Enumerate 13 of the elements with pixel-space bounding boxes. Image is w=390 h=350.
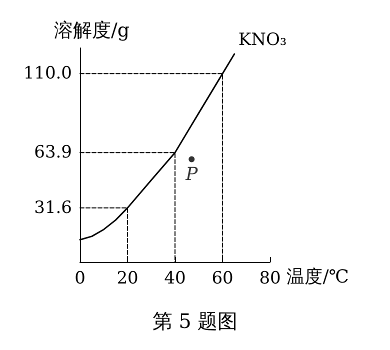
x-axis-title: 温度/℃: [286, 266, 349, 288]
series-label: KNO₃: [238, 30, 287, 50]
annotation: P: [184, 164, 199, 185]
y-tick-label: 110.0: [23, 64, 72, 84]
y-tick-label: 31.6: [34, 198, 72, 218]
x-tick-label: 60: [212, 268, 234, 288]
y-tick-label: 63.9: [34, 142, 72, 163]
x-tick-label: 40: [164, 268, 186, 288]
text: 第 5 题图: [152, 309, 238, 333]
x-tick-label: 0: [74, 268, 86, 288]
x-tick-label: 20: [116, 268, 138, 288]
x-tick-label: 80: [259, 268, 281, 288]
y-axis-title: 溶解度/g: [54, 20, 130, 42]
